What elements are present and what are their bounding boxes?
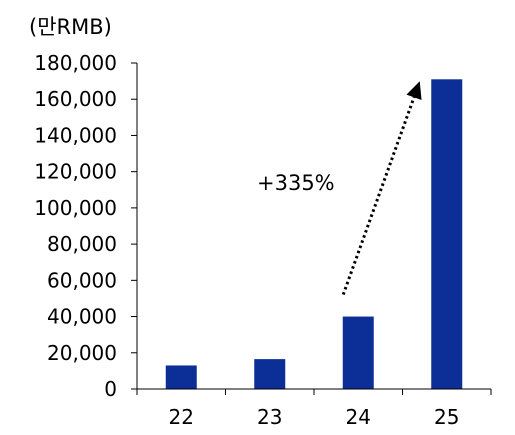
growth-arrow-head [406, 81, 422, 101]
x-tick-label: 24 [346, 405, 371, 429]
y-tick-label: 180,000 [34, 51, 117, 75]
x-tick-label: 22 [169, 405, 194, 429]
y-tick-label: 100,000 [34, 196, 117, 220]
y-tick-label: 60,000 [47, 268, 117, 292]
y-tick-label: 120,000 [34, 160, 117, 184]
x-tick-label: 25 [434, 405, 459, 429]
growth-arrow-line [341, 96, 416, 296]
bar-23 [254, 359, 286, 389]
y-tick-label: 80,000 [47, 232, 117, 256]
y-tick-label: 20,000 [47, 341, 117, 365]
y-tick-label: 40,000 [47, 305, 117, 329]
bar-24 [342, 316, 374, 389]
y-axis-unit-label: (만RMB) [29, 15, 112, 39]
y-tick-label: 0 [104, 377, 117, 401]
growth-annotation: +335% [257, 171, 335, 195]
x-tick-label: 23 [257, 405, 282, 429]
bar-25 [431, 79, 463, 390]
bar-22 [165, 365, 197, 389]
y-tick-label: 140,000 [34, 123, 117, 147]
y-tick-label: 160,000 [34, 87, 117, 111]
